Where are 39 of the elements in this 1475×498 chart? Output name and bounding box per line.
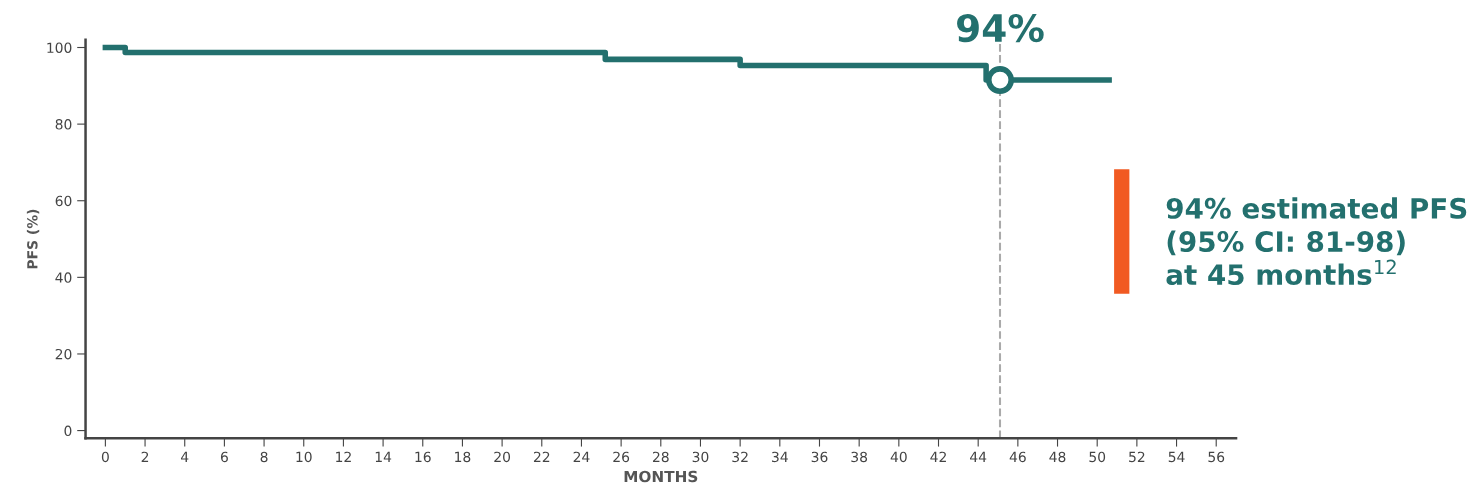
x-tick-label: 12 [336, 451, 351, 462]
y-tick-label: 0 [64, 425, 72, 437]
x-tick-label: 50 [1089, 451, 1106, 463]
y-tick-label: 40 [55, 272, 72, 283]
x-tick-label: 28 [652, 451, 669, 463]
x-tick-label: 4 [180, 451, 189, 462]
x-tick-label: 38 [851, 451, 868, 463]
x-tick-label: 22 [533, 451, 550, 462]
x-tick-label: 10 [296, 451, 312, 463]
x-tick-label: 56 [1208, 451, 1225, 463]
annotation: 94% estimated PFS (95% CI: 81-98) at 45 months$^{12}$ [1166, 197, 1467, 286]
x-tick-label: 16 [415, 451, 431, 463]
x-tick-label: 44 [970, 451, 987, 462]
y-tick-label: 60 [55, 195, 72, 207]
x-tick-label: 48 [1049, 451, 1066, 463]
x-tick-label: 2 [141, 451, 149, 462]
x-tick-label: 40 [890, 451, 907, 463]
x-tick-label: 52 [1129, 451, 1145, 463]
x-tick-label: 30 [692, 451, 709, 463]
x-tick-label: 14 [375, 451, 392, 462]
annotation: 94% [957, 13, 1044, 43]
x-tick-label: 8 [260, 451, 268, 463]
x-tick-label: 46 [1009, 451, 1026, 463]
y-tick-label: 80 [55, 119, 72, 130]
x-axis-title: MONTHS [624, 470, 698, 483]
x-tick-label: 0 [101, 451, 109, 463]
y-tick-label: 20 [55, 348, 72, 360]
x-tick-label: 32 [732, 451, 748, 463]
x-tick-label: 6 [220, 451, 228, 463]
x-tick-label: 36 [811, 451, 828, 463]
x-tick-label: 18 [455, 451, 471, 463]
x-tick-label: 26 [613, 451, 630, 463]
x-tick-label: 42 [930, 451, 946, 462]
y-tick-label: 100 [47, 42, 72, 53]
x-tick-label: 20 [494, 451, 511, 463]
y-axis-title: PFS (%) [26, 209, 40, 269]
x-tick-label: 54 [1168, 451, 1185, 463]
x-tick-label: 24 [573, 451, 590, 462]
x-tick-label: 34 [772, 451, 788, 463]
